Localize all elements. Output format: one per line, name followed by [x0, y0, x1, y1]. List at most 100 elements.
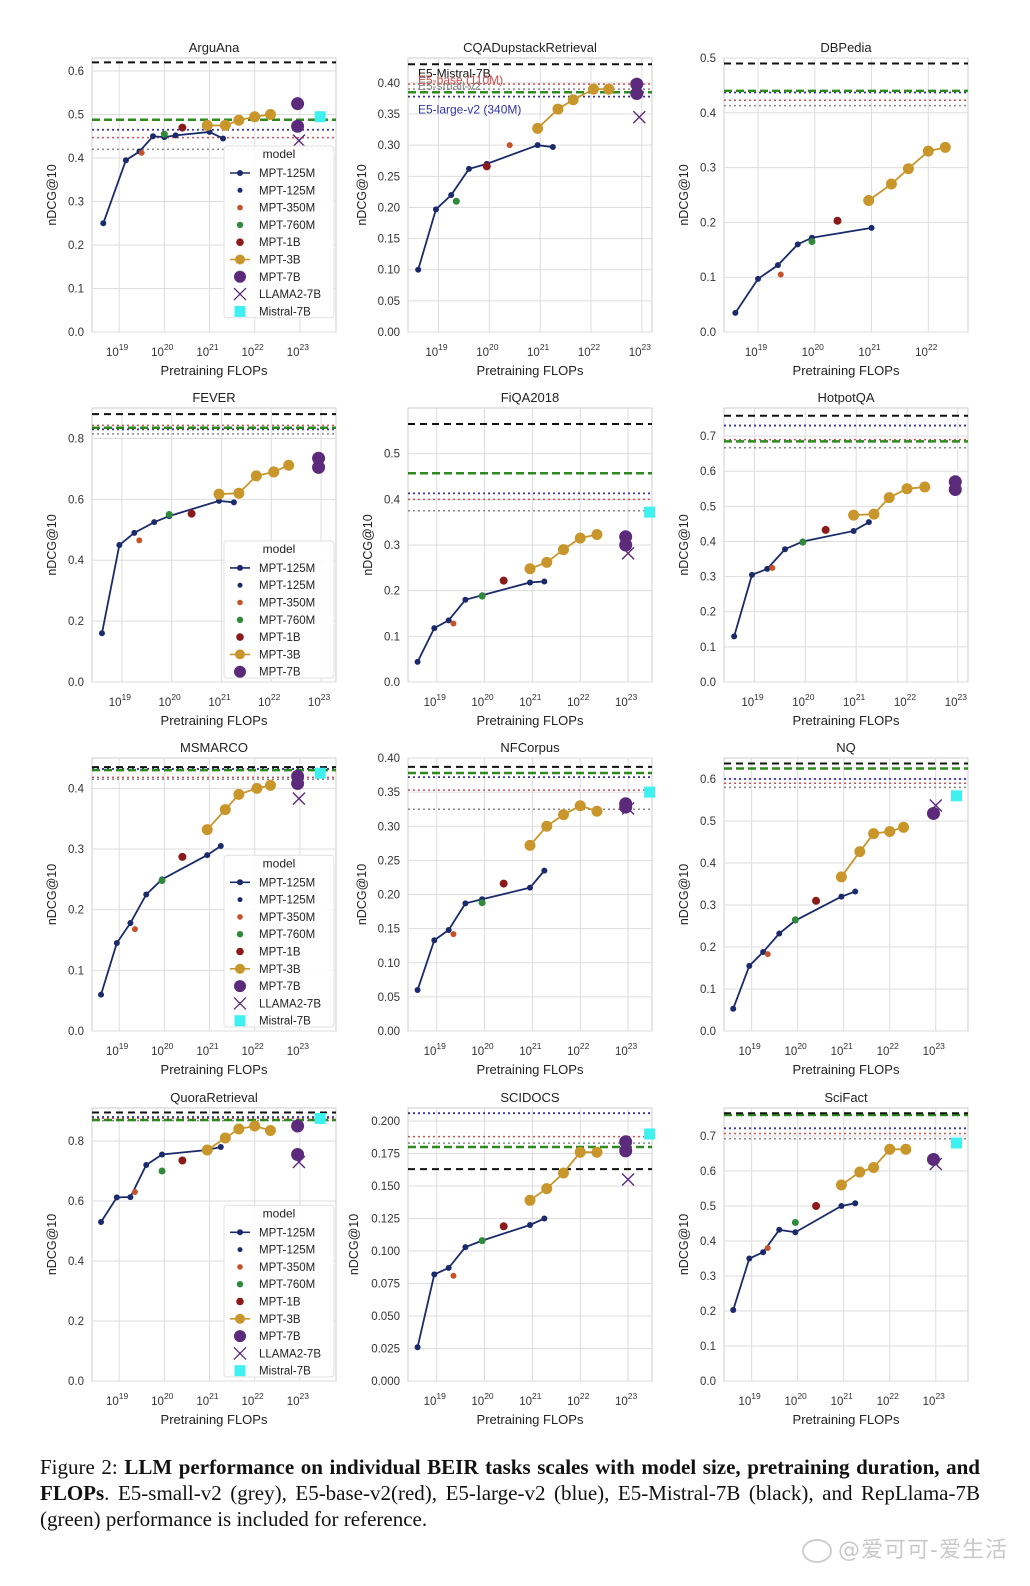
legend-entry: MPT-760M [259, 929, 315, 941]
plot-area [723, 407, 969, 683]
point-mpt-125m [445, 926, 452, 933]
point-mpt-125m [143, 891, 150, 898]
x-tick-label: 1020 [151, 1391, 174, 1408]
legend: model MPT-125M MPT-125M MPT-350M MPT-760M MPT… [223, 1204, 335, 1378]
point-mpt-125m [541, 578, 548, 585]
point-mpt-760m [791, 1218, 799, 1226]
x-tick-label: 1021 [519, 1041, 542, 1058]
point-mpt-3b [868, 1162, 880, 1173]
y-tick-label: 0.5 [700, 53, 716, 65]
x-tick-label: 1022 [915, 342, 938, 359]
y-tick-label: 0.25 [378, 171, 400, 183]
y-tick-label: 0.2 [68, 616, 84, 628]
y-tick-label: 0.0 [700, 1376, 716, 1388]
point-mpt-350m [506, 142, 513, 149]
y-tick-label: 0.10 [378, 958, 400, 970]
y-tick-label: 0.3 [700, 1271, 716, 1283]
plot-area [723, 1107, 969, 1382]
x-tick-label: 1021 [843, 692, 866, 709]
y-tick-label: 0.2 [700, 1306, 716, 1318]
legend: model MPT-125M MPT-125M MPT-350M MPT-760M MPT… [223, 540, 335, 679]
y-tick-label: 0.00 [378, 1026, 400, 1038]
subplot-title: QuoraRetrieval [170, 1090, 258, 1105]
watermark-text: @爱可可-爱生活 [838, 1538, 1008, 1563]
caption-prefix: Figure 2: [40, 1455, 125, 1479]
subplot-nfcorpus: 0.00 0.05 0.10 0.15 0.20 0.25 0.30 0.35 0.40 1019… [355, 740, 656, 1077]
y-tick-label: 0.10 [378, 265, 400, 277]
point-mistral-7b [950, 790, 962, 802]
point-mpt-760m [791, 916, 799, 924]
point-mistral-7b [314, 767, 326, 779]
x-tick-label: 1022 [242, 1391, 265, 1408]
point-mpt-3b [922, 145, 934, 157]
x-tick-label: 1019 [424, 1391, 447, 1408]
x-tick-label: 1023 [923, 1391, 946, 1408]
point-mpt-3b [901, 483, 913, 495]
legend-title: model [263, 1206, 296, 1220]
point-mpt-3b [541, 820, 553, 832]
y-tick-label: 0.0 [700, 327, 716, 339]
y-tick-label: 0.5 [700, 816, 716, 828]
point-mpt-3b [264, 1125, 276, 1136]
point-mpt-1b [833, 216, 842, 225]
y-tick-label: 0.4 [68, 783, 85, 795]
x-tick-label: 1021 [519, 1391, 542, 1408]
point-mpt-7b [312, 460, 326, 474]
subplot-arguana: 0.0 0.1 0.2 0.3 0.4 0.5 0.6 1019 1020 1021 1022 102… [45, 40, 337, 378]
point-mpt-7b [619, 1144, 633, 1158]
x-tick-label: 1019 [109, 692, 132, 709]
point-mpt-125m [850, 527, 857, 534]
point-mpt-1b [187, 509, 196, 518]
x-axis-label: Pretraining FLOPs [477, 1412, 584, 1427]
point-mpt-3b [835, 871, 847, 883]
y-tick-label: 0.35 [378, 787, 400, 799]
legend-entry: MPT-7B [259, 981, 301, 993]
y-tick-label: 0.3 [68, 197, 84, 209]
y-tick-label: 0.6 [68, 1196, 84, 1208]
y-tick-label: 0.1 [700, 272, 716, 284]
subplot-title: FEVER [192, 390, 235, 405]
legend-entry: MPT-1B [259, 947, 301, 959]
legend-entry: MPT-1B [259, 632, 301, 644]
point-mpt-125m [432, 206, 439, 213]
x-tick-label: 1023 [615, 1041, 638, 1058]
point-mpt-760m [808, 238, 816, 246]
y-tick-label: 0.4 [68, 1256, 85, 1268]
point-mpt-125m [462, 900, 469, 907]
point-mistral-7b [644, 1128, 656, 1140]
x-tick-label: 1022 [242, 1041, 265, 1058]
x-tick-label: 1022 [877, 1391, 900, 1408]
point-mpt-125m [527, 579, 533, 586]
y-tick-label: 0.4 [700, 858, 717, 870]
legend-entry: MPT-125M [259, 895, 315, 907]
point-mpt-7b [619, 797, 633, 811]
y-tick-label: 0.200 [371, 1116, 400, 1128]
point-mpt-350m [450, 931, 457, 938]
point-mpt-3b [233, 1123, 245, 1135]
point-mistral-7b [644, 506, 656, 518]
x-tick-label: 1021 [196, 342, 219, 359]
point-mpt-3b [557, 809, 569, 821]
x-tick-label: 1022 [567, 1041, 590, 1058]
point-mpt-350m [450, 620, 457, 627]
point-mpt-125m [466, 165, 472, 172]
x-tick-label: 1021 [527, 342, 550, 359]
point-mpt-3b [524, 1194, 536, 1206]
x-tick-label: 1019 [425, 342, 448, 359]
point-mpt-125m [143, 1162, 150, 1168]
x-axis-label: Pretraining FLOPs [161, 1412, 268, 1427]
point-mpt-3b [898, 821, 910, 833]
y-tick-label: 0.000 [371, 1376, 400, 1388]
point-mpt-125m [217, 842, 224, 849]
legend-entry: MPT-7B [259, 667, 301, 679]
point-mpt-125m [541, 1215, 548, 1222]
subplot-title: FiQA2018 [501, 390, 560, 405]
point-mpt-1b [499, 879, 508, 888]
x-axis-label: Pretraining FLOPs [477, 1062, 584, 1077]
point-mpt-125m [527, 884, 533, 891]
y-tick-label: 0.3 [68, 844, 84, 856]
point-mpt-125m [159, 1151, 166, 1158]
legend: model MPT-125M MPT-125M MPT-350M MPT-760M MPT… [223, 145, 335, 318]
point-llama2-7b [292, 792, 306, 806]
